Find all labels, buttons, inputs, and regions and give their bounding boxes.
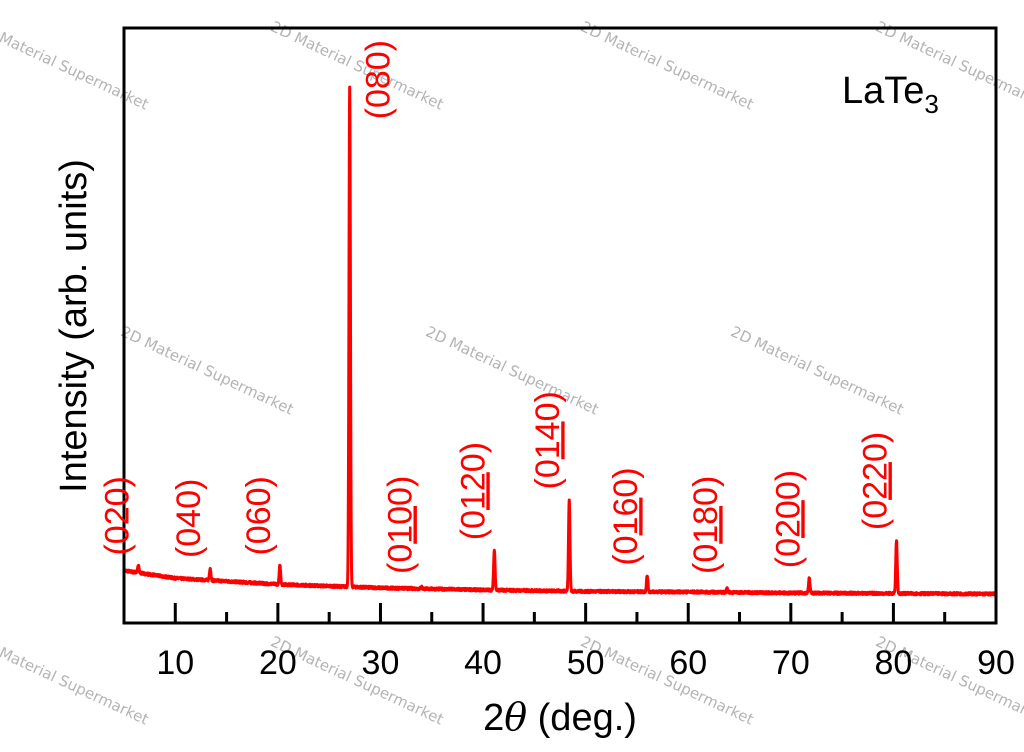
x-tick-label: 40 — [464, 644, 502, 682]
peak-label: (0120) — [454, 442, 492, 540]
peak-label: (0160) — [607, 467, 645, 565]
peak-label: (0140) — [529, 391, 567, 489]
watermark-text: 2D Material Supermarket — [728, 322, 907, 418]
x-tick-label: 30 — [362, 644, 400, 682]
peak-label: (0200) — [769, 470, 807, 568]
peak-label: (040) — [170, 479, 208, 558]
peak-label: (0180) — [687, 476, 725, 574]
peak-labels: (020) (040) (060) (080) (0100) (0120) (0140) (0… — [98, 40, 894, 574]
watermark-text: 2D Material Supermarket — [0, 17, 151, 113]
watermark-text: 2D Material Supermarket — [423, 322, 602, 418]
diffraction-trace — [122, 85, 998, 597]
x-tick-label: 90 — [977, 644, 1015, 682]
plot-frame — [122, 26, 998, 625]
watermark-text: 2D Material Supermarket — [0, 632, 151, 728]
x-axis-ticks: 10 20 30 40 50 60 70 80 90 — [122, 603, 1015, 682]
peak-label: (080) — [360, 40, 398, 119]
watermark-text: 2D Material Supermarket — [578, 17, 757, 113]
x-tick-label: 80 — [874, 644, 912, 682]
x-tick-label: 20 — [259, 644, 297, 682]
peak-label: (0220) — [856, 432, 894, 530]
peak-label: (060) — [240, 476, 278, 555]
x-tick-label: 60 — [669, 644, 707, 682]
compound-label: LaTe3 — [842, 70, 939, 119]
y-axis-title: Intensity (arb. units) — [53, 159, 95, 493]
x-tick-label: 70 — [772, 644, 810, 682]
watermark-text: 2D Material Supermarket — [268, 17, 447, 113]
x-tick-label: 10 — [156, 644, 194, 682]
peak-label: (020) — [98, 476, 136, 555]
watermark-text: 2D Material Supermarket — [118, 322, 297, 418]
peak-label: (0100) — [382, 476, 420, 574]
x-tick-label: 50 — [567, 644, 605, 682]
x-axis-title: 2θ (deg.) — [483, 695, 637, 739]
trace-layer — [122, 85, 998, 597]
